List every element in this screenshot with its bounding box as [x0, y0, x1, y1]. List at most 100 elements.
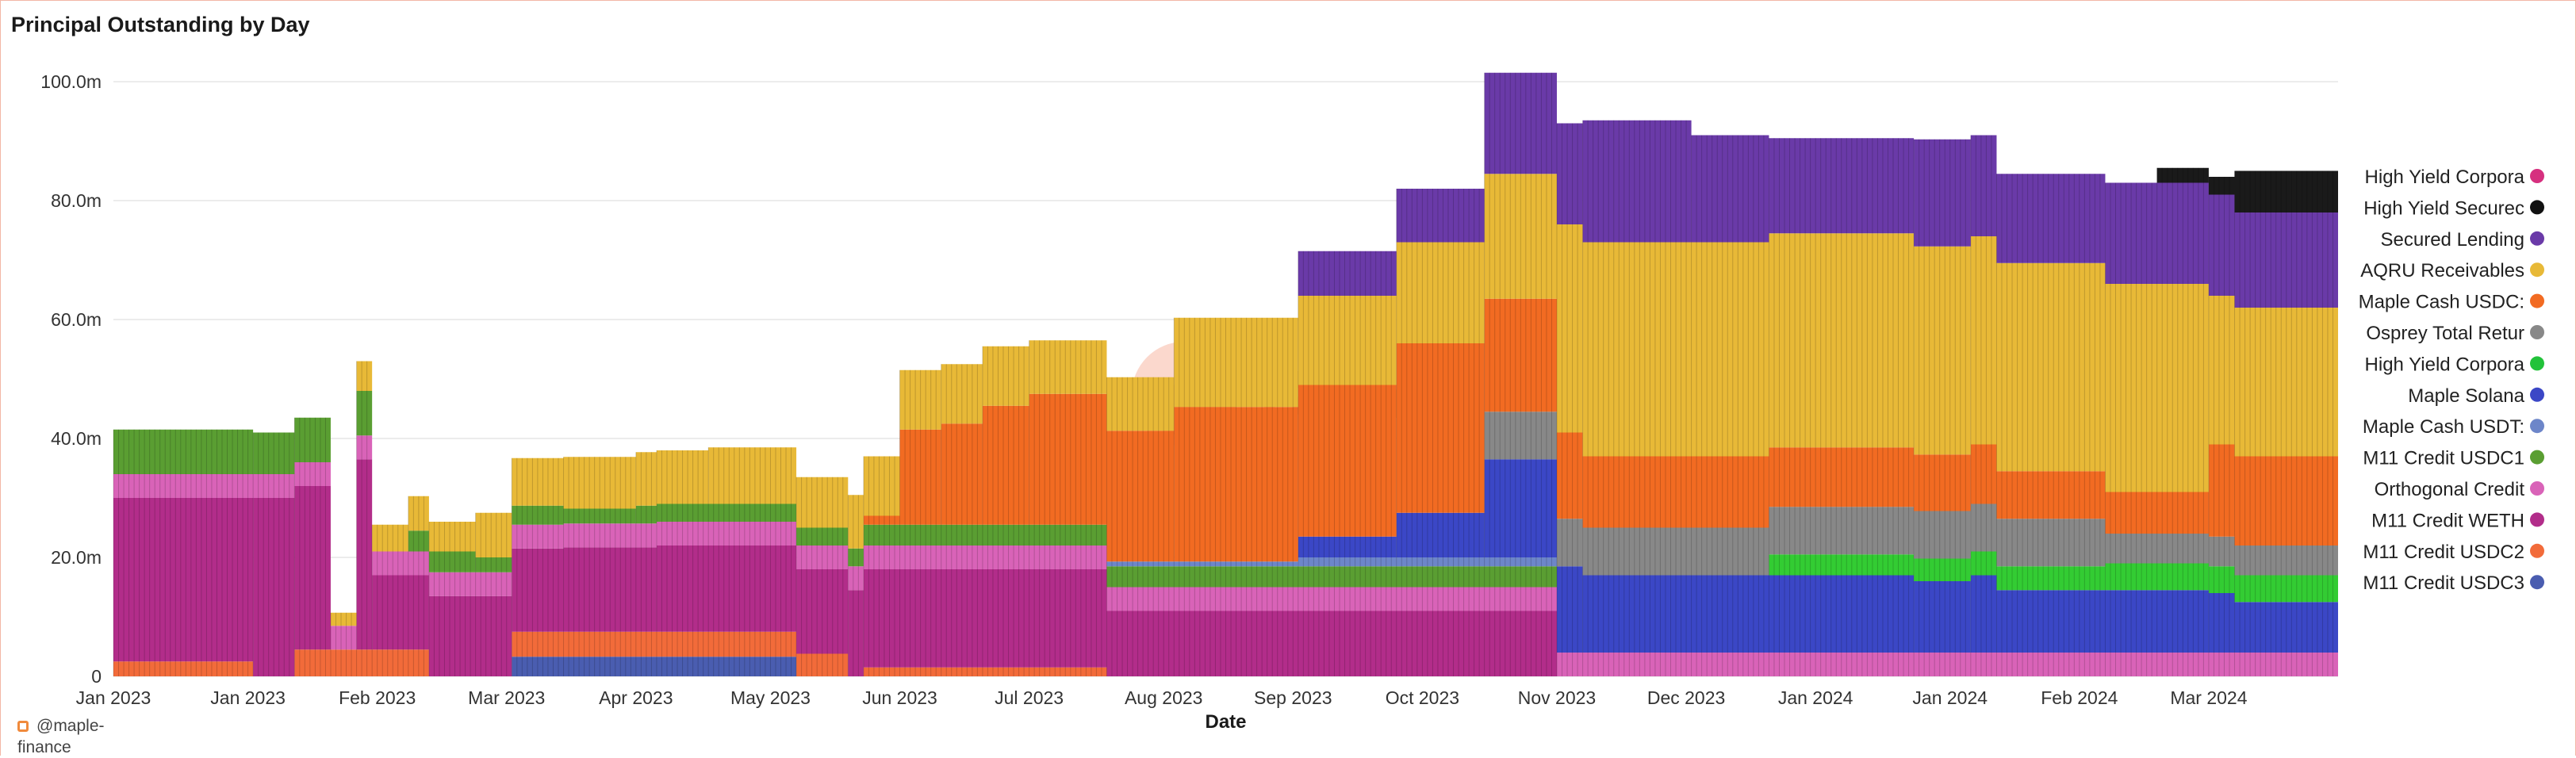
bar-segment — [796, 477, 849, 528]
bar-segment — [1914, 581, 1971, 653]
bar-segment — [1996, 566, 2106, 591]
bar-segment — [863, 569, 1107, 668]
bar-segment — [982, 346, 1029, 406]
bar-segment — [1396, 512, 1485, 557]
y-tick-label: 100.0m — [40, 71, 102, 92]
bar-segment — [512, 548, 564, 632]
bar-segment — [428, 551, 476, 572]
bar-segment — [113, 474, 295, 498]
bar-segment — [1914, 511, 1971, 559]
bar-segment — [2234, 575, 2338, 603]
legend-swatch — [2530, 481, 2544, 496]
bar-segment — [294, 486, 331, 650]
bar-segment — [2208, 296, 2235, 445]
bar-segment — [982, 405, 1029, 525]
bar-segment — [1996, 262, 2106, 472]
bar-segment — [1556, 224, 1583, 433]
bar-segment — [1396, 343, 1485, 513]
bar-segment — [113, 498, 254, 662]
y-tick-label: 80.0m — [51, 190, 102, 211]
chart-title: Principal Outstanding by Day — [11, 13, 310, 36]
legend-label: High Yield Corpora — [2365, 167, 2525, 188]
bar-segment — [2156, 167, 2209, 183]
bar-segment — [356, 435, 373, 460]
bar-segment — [294, 649, 429, 676]
y-tick-label: 0 — [91, 666, 102, 687]
bar-segment — [1106, 431, 1175, 562]
bar-segment — [1106, 611, 1557, 676]
bar-segment — [2234, 602, 2338, 653]
legend-swatch — [2530, 387, 2544, 402]
bar-segment — [2208, 444, 2235, 537]
legend: High Yield Corpora High Yield Securec Secu… — [2359, 167, 2544, 594]
legend-swatch — [2530, 419, 2544, 434]
bar-segment — [1029, 340, 1107, 394]
bar-segment — [848, 566, 864, 591]
bar-segment — [1298, 557, 1557, 567]
bar-segment — [2234, 308, 2338, 457]
bar-segment — [863, 667, 1107, 676]
legend-label: M11 Credit USDC2 — [2363, 542, 2524, 563]
bar-segment — [1691, 135, 1769, 243]
bar-segment — [1769, 507, 1915, 555]
bar-segment — [1484, 72, 1557, 174]
footer-handle: @maple-finance — [17, 717, 105, 756]
bar-segment — [1298, 536, 1397, 557]
bar-segment — [330, 626, 357, 650]
bar-segment — [708, 447, 797, 504]
bar-segment — [475, 512, 512, 557]
legend-swatch — [2530, 231, 2544, 246]
bar-segment — [656, 522, 797, 546]
bar-segment — [1996, 590, 2209, 653]
bar-segment — [1970, 503, 1997, 552]
legend-label: Orthogonal Credit — [2375, 479, 2525, 500]
bar-segment — [848, 495, 864, 549]
bar-segment — [863, 515, 900, 525]
legend-swatch — [2530, 293, 2544, 308]
bar-segment — [294, 462, 331, 486]
bar-segment — [899, 429, 941, 525]
bar-segment — [848, 590, 864, 676]
bar-segment — [475, 557, 512, 572]
bar-segment — [1106, 561, 1298, 567]
bar-segment — [1484, 174, 1557, 299]
x-axis-title: Date — [1205, 711, 1246, 733]
y-tick-label: 60.0m — [51, 309, 102, 330]
x-tick-label: Apr 2023 — [599, 687, 673, 708]
bar-segment — [2208, 593, 2235, 653]
bar-segment — [330, 612, 357, 626]
bar-segment — [1769, 554, 1915, 576]
x-tick-label: Jan 2024 — [1912, 687, 1988, 708]
legend-label: M11 Credit USDC1 — [2363, 448, 2524, 469]
bar-segment — [1582, 242, 1769, 457]
bar-segment — [863, 524, 1107, 546]
bar-segment — [372, 575, 429, 650]
bar-segment — [253, 432, 295, 474]
bar-segment — [796, 569, 849, 654]
bar-segment — [2105, 563, 2209, 591]
bar-segment — [428, 522, 476, 552]
x-tick-label: Jan 2023 — [76, 687, 151, 708]
bar-segment — [1970, 444, 1997, 504]
legend-label: Secured Lending — [2381, 229, 2524, 251]
bar-segment — [1769, 447, 1915, 507]
legend-swatch — [2530, 450, 2544, 465]
bar-segment — [2208, 177, 2235, 195]
bar-segment — [796, 527, 849, 546]
bar-segment — [1106, 377, 1175, 431]
bar-segment — [2208, 536, 2235, 567]
bar-segment — [1582, 456, 1769, 528]
legend-swatch — [2530, 543, 2544, 558]
bar-segment — [428, 572, 512, 596]
bar-segment — [1970, 575, 1997, 653]
x-tick-label: Jun 2023 — [862, 687, 937, 708]
bar-segment — [848, 548, 864, 567]
bar-segment — [563, 523, 657, 548]
legend-label: High Yield Securec — [2363, 197, 2524, 219]
bar-segment — [294, 417, 331, 462]
bar-segment — [2234, 170, 2338, 212]
legend-swatch — [2530, 169, 2544, 183]
bar-segment — [1556, 432, 1583, 519]
bar-segment — [356, 361, 373, 391]
